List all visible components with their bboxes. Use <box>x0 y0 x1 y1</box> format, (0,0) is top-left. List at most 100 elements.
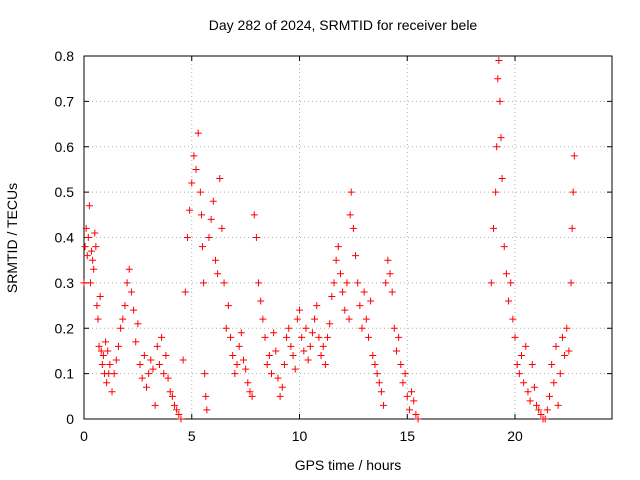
data-point <box>96 292 104 300</box>
data-point <box>369 351 377 359</box>
data-point <box>145 370 153 378</box>
data-point <box>91 229 99 237</box>
data-point <box>414 415 422 423</box>
data-point <box>498 175 506 183</box>
data-point <box>567 279 575 287</box>
data-point <box>349 224 357 232</box>
data-point <box>153 342 161 350</box>
data-point <box>112 356 120 364</box>
data-point <box>492 188 500 196</box>
data-point <box>214 270 222 278</box>
data-point <box>110 370 118 378</box>
data-point <box>362 315 370 323</box>
data-point <box>188 179 196 187</box>
data-point <box>390 324 398 332</box>
data-point <box>530 383 538 391</box>
data-point <box>149 365 157 373</box>
data-point <box>569 188 577 196</box>
data-point <box>162 351 170 359</box>
x-tick-label: 10 <box>292 428 308 444</box>
data-point <box>495 57 503 65</box>
data-point <box>313 302 321 310</box>
data-point <box>84 234 92 241</box>
data-point <box>255 279 263 287</box>
data-point <box>556 370 564 378</box>
data-point <box>339 288 347 296</box>
data-point <box>237 329 245 337</box>
data-point <box>319 342 327 350</box>
data-point <box>183 234 191 241</box>
data-point <box>535 406 543 414</box>
data-point <box>160 370 168 378</box>
data-point <box>200 279 208 287</box>
data-point <box>270 329 278 337</box>
data-point <box>502 270 510 278</box>
data-point <box>117 324 125 332</box>
data-point <box>401 370 409 378</box>
data-point <box>94 315 102 323</box>
x-tick-label: 20 <box>507 428 523 444</box>
data-point <box>408 388 416 396</box>
data-point <box>367 297 375 305</box>
data-point <box>199 243 207 251</box>
data-point <box>83 252 91 260</box>
data-point <box>548 361 556 369</box>
data-point <box>177 415 185 423</box>
data-point <box>554 401 562 409</box>
data-point <box>513 361 521 369</box>
data-point <box>334 243 342 251</box>
data-point <box>528 361 536 369</box>
data-point <box>108 388 116 396</box>
data-point <box>242 365 250 373</box>
data-point <box>233 361 241 369</box>
data-point <box>90 265 98 273</box>
data-point <box>561 351 569 359</box>
data-point <box>103 379 111 387</box>
data-point <box>550 379 558 387</box>
data-point <box>227 333 235 341</box>
data-point <box>239 356 247 364</box>
y-tick-label: 0.6 <box>55 139 75 155</box>
data-point <box>354 279 362 287</box>
data-point <box>397 361 405 369</box>
data-point <box>82 224 90 232</box>
data-point <box>175 410 183 418</box>
data-point <box>99 351 107 359</box>
x-axis-label: GPS time / hours <box>294 457 402 473</box>
data-point <box>511 333 519 341</box>
data-point <box>373 370 381 378</box>
data-point <box>168 392 176 400</box>
data-point <box>375 379 383 387</box>
data-point <box>563 324 571 332</box>
data-point <box>276 392 284 400</box>
data-point <box>558 333 566 341</box>
y-tick-label: 0 <box>66 411 74 427</box>
data-point <box>515 370 523 378</box>
data-point <box>181 288 189 296</box>
data-point <box>209 197 217 205</box>
data-point <box>326 320 334 328</box>
data-point <box>92 243 100 251</box>
data-point <box>496 97 504 105</box>
data-point <box>570 152 578 160</box>
data-point <box>493 143 501 151</box>
data-point <box>205 234 213 241</box>
data-point <box>522 342 530 350</box>
data-point <box>520 379 528 387</box>
data-point <box>173 406 181 414</box>
y-tick-label: 0.3 <box>55 275 75 291</box>
data-point <box>140 351 148 359</box>
data-point <box>192 165 200 173</box>
data-point <box>207 215 215 223</box>
data-point <box>114 342 122 350</box>
data-point <box>489 224 497 232</box>
data-point <box>138 374 146 382</box>
data-point <box>497 134 505 142</box>
data-point <box>509 315 517 323</box>
data-point <box>86 279 94 287</box>
data-point <box>356 302 364 310</box>
data-point <box>541 415 549 423</box>
data-point <box>526 397 534 405</box>
y-tick-label: 0.2 <box>55 320 75 336</box>
data-point <box>231 370 239 378</box>
